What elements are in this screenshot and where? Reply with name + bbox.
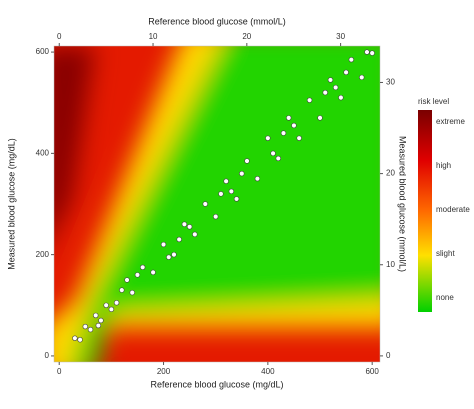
point: [338, 94, 344, 101]
point: [348, 56, 355, 63]
point: [134, 272, 141, 278]
x-tick-label: 0: [57, 367, 62, 376]
point: [343, 69, 349, 76]
point: [239, 170, 245, 177]
point: [212, 213, 219, 220]
x-axis-label: Reference blood glucose (mg/dL): [150, 379, 283, 389]
point: [186, 224, 193, 230]
y-axis-label: Measured blood glucose (mg/dL): [6, 138, 16, 270]
point: [369, 50, 375, 56]
point: [171, 251, 177, 258]
point: [291, 122, 297, 129]
point: [103, 302, 109, 308]
y-tick-label: 600: [36, 47, 50, 56]
legend-label: slight: [436, 249, 455, 258]
point: [218, 191, 224, 197]
x2-tick-label: 20: [242, 32, 251, 41]
point: [181, 221, 188, 227]
point: [166, 254, 172, 260]
point: [72, 335, 78, 341]
point: [332, 84, 339, 91]
point: [160, 241, 167, 248]
point: [254, 175, 261, 182]
x2-axis-label: Reference blood glucose (mmol/L): [148, 16, 286, 26]
point: [280, 130, 287, 136]
point: [306, 97, 313, 103]
point: [192, 231, 198, 238]
color-bar: [418, 110, 432, 312]
point: [228, 188, 235, 195]
point: [317, 115, 323, 121]
y-tick-label: 200: [36, 250, 50, 259]
point: [296, 135, 302, 141]
point: [233, 196, 240, 202]
legend-label: moderate: [436, 205, 470, 214]
legend-label: none: [436, 293, 454, 302]
y2-tick-label: 0: [386, 351, 391, 360]
point: [93, 312, 99, 319]
x-tick-label: 400: [261, 367, 275, 376]
y2-tick-label: 20: [386, 169, 395, 178]
point: [265, 135, 271, 141]
x-tick-label: 600: [365, 367, 379, 376]
y2-tick-label: 30: [386, 78, 395, 87]
y2-axis-label: Measured blood glucose (mmol/L): [398, 136, 408, 272]
point: [275, 155, 281, 162]
point: [139, 264, 146, 271]
point: [113, 300, 120, 306]
point: [119, 287, 125, 293]
legend-title: risk level: [418, 97, 449, 106]
legend-label: extreme: [436, 117, 465, 126]
point: [129, 289, 135, 296]
y-tick-label: 0: [45, 351, 50, 360]
point: [244, 158, 250, 164]
point: [77, 337, 83, 343]
point: [327, 77, 334, 83]
point: [98, 317, 104, 324]
point: [322, 89, 328, 96]
risk-background: [54, 46, 380, 362]
point: [359, 74, 365, 81]
point: [87, 326, 94, 333]
point: [286, 115, 292, 121]
point: [82, 323, 88, 330]
x2-tick-label: 10: [149, 32, 158, 41]
point: [364, 49, 370, 55]
point: [108, 306, 115, 313]
point: [202, 201, 208, 207]
point: [270, 150, 276, 157]
x-tick-label: 200: [157, 367, 171, 376]
point: [124, 277, 130, 283]
y-tick-label: 400: [36, 148, 50, 157]
plot-frame: [53, 45, 381, 363]
point: [223, 178, 229, 184]
legend-label: high: [436, 161, 451, 170]
point: [150, 269, 156, 276]
x2-tick-label: 0: [57, 32, 62, 41]
y2-tick-label: 10: [386, 260, 395, 269]
point: [95, 322, 102, 329]
x2-tick-label: 30: [336, 32, 345, 41]
point: [176, 236, 182, 243]
